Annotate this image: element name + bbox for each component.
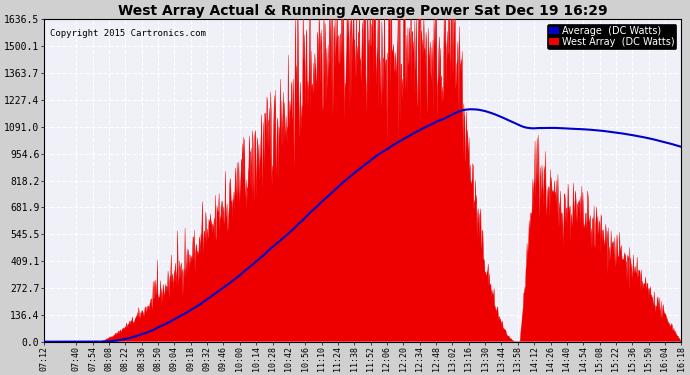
Title: West Array Actual & Running Average Power Sat Dec 19 16:29: West Array Actual & Running Average Powe…	[118, 4, 607, 18]
Text: Copyright 2015 Cartronics.com: Copyright 2015 Cartronics.com	[50, 29, 206, 38]
Legend: Average  (DC Watts), West Array  (DC Watts): Average (DC Watts), West Array (DC Watts…	[547, 24, 676, 49]
